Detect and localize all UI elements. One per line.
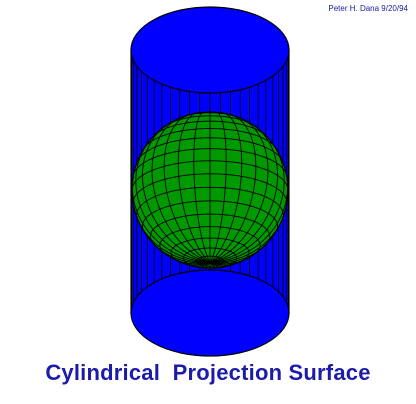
globe-meridian bbox=[209, 168, 288, 263]
globe-meridian bbox=[209, 124, 279, 263]
globe-parallel bbox=[180, 112, 240, 119]
globe-meridian bbox=[141, 124, 211, 263]
globe-parallel bbox=[132, 160, 288, 191]
globe-meridian bbox=[132, 168, 211, 263]
globe-meridian bbox=[209, 261, 240, 266]
globe-meridian bbox=[180, 261, 211, 266]
globe-meridian bbox=[209, 114, 257, 263]
globe bbox=[131, 111, 289, 269]
globe-meridian bbox=[149, 239, 211, 264]
globe-parallel bbox=[137, 137, 283, 162]
globe-parallel bbox=[153, 120, 267, 136]
globe-graticule bbox=[132, 112, 288, 268]
globe-parallel bbox=[159, 226, 261, 256]
globe-parallel bbox=[132, 148, 288, 177]
diagram-caption: Cylindrical Projection Surface bbox=[45, 360, 371, 385]
globe-meridian bbox=[151, 117, 211, 263]
author-credit: Peter H. Dana 9/20/94 bbox=[328, 4, 408, 13]
globe-parallel bbox=[170, 237, 250, 264]
globe-parallel bbox=[132, 173, 288, 205]
globe-meridian bbox=[209, 137, 285, 263]
globe-meridian bbox=[163, 114, 211, 263]
cylinder-top-ellipse bbox=[130, 6, 290, 94]
globe-parallel bbox=[196, 255, 224, 267]
globe-meridian bbox=[209, 207, 287, 263]
globe-meridian bbox=[133, 207, 211, 263]
globe-meridian bbox=[209, 117, 269, 263]
globe-meridian bbox=[209, 239, 271, 264]
globe-parallel bbox=[182, 247, 238, 268]
globe-parallel bbox=[144, 128, 276, 148]
globe-parallel bbox=[149, 213, 271, 245]
globe-parallel bbox=[165, 115, 255, 127]
globe-meridian bbox=[135, 137, 211, 263]
globe-parallel bbox=[141, 200, 279, 232]
cylinder-bottom-ellipse bbox=[130, 269, 290, 357]
globe-parallel bbox=[136, 186, 284, 220]
